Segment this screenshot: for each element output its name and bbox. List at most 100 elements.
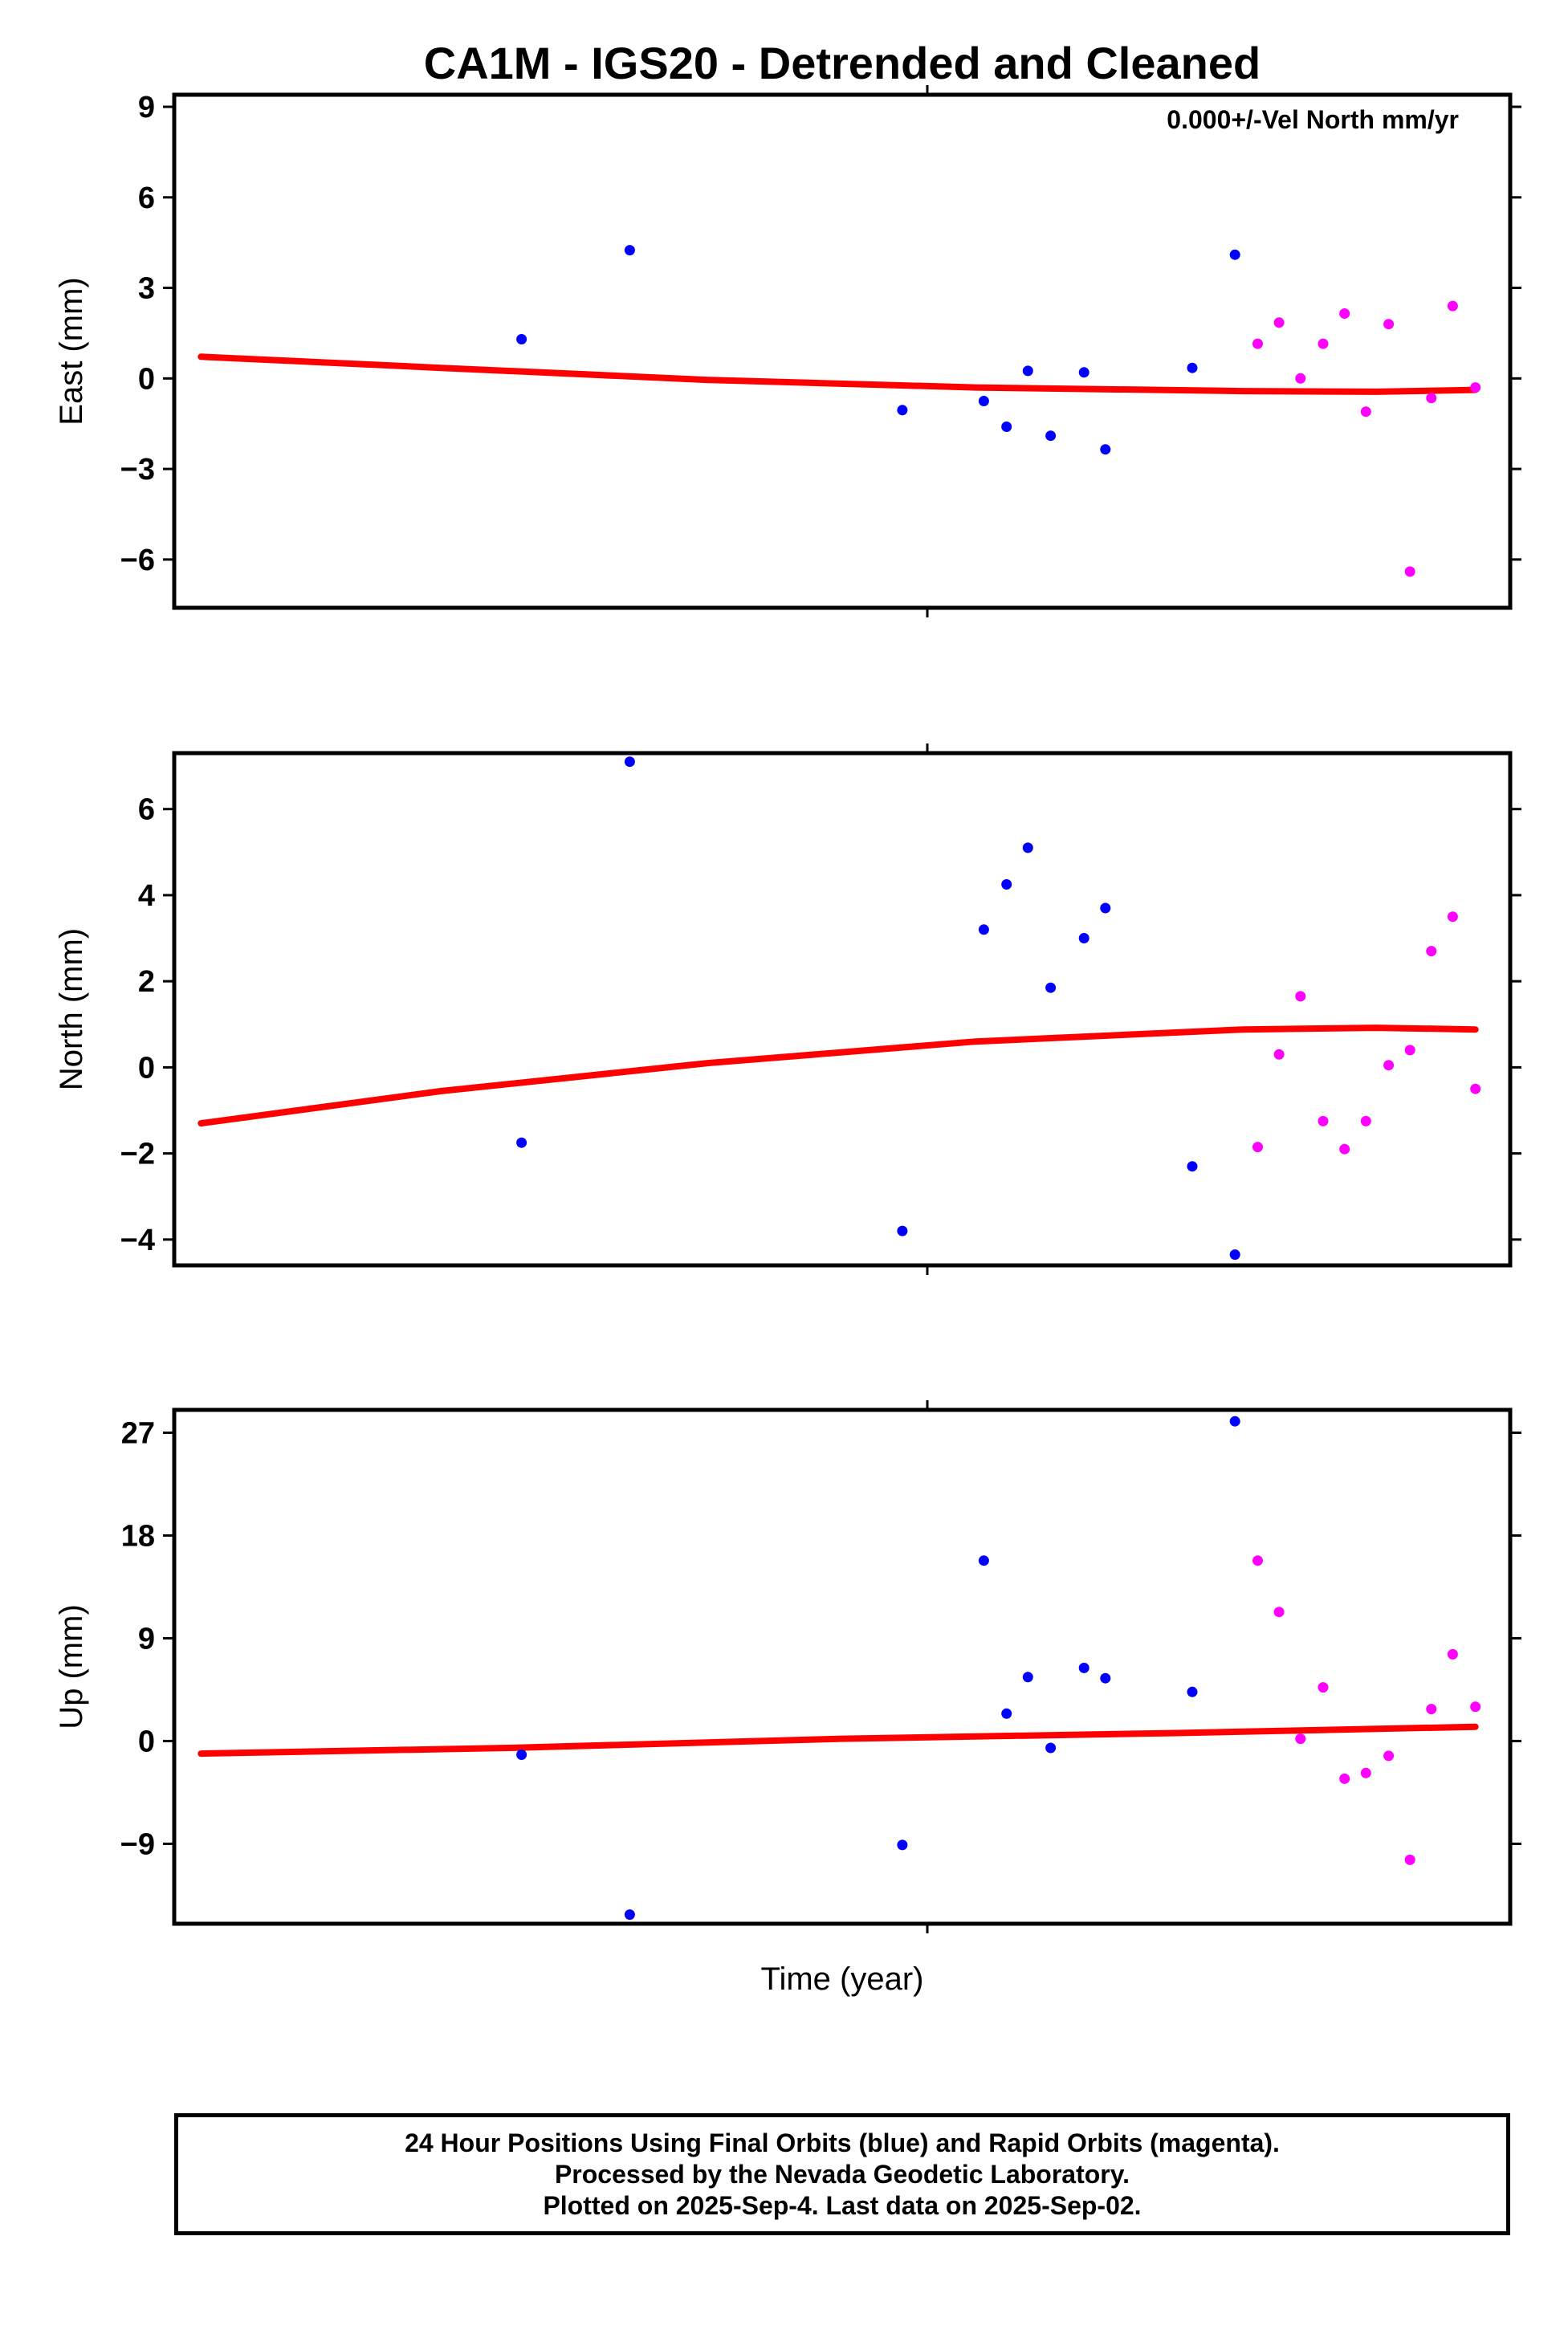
final-orbit-point xyxy=(978,396,989,406)
y-tick-label: −6 xyxy=(120,544,155,577)
final-orbit-point xyxy=(516,334,527,344)
rapid-orbit-point xyxy=(1252,1555,1263,1566)
final-orbit-point xyxy=(1187,1161,1198,1172)
final-orbit-point xyxy=(1022,365,1033,377)
y-tick-label: 0 xyxy=(138,362,155,396)
final-orbit-point xyxy=(1001,422,1012,432)
y-tick-label: −2 xyxy=(120,1138,155,1171)
rapid-orbit-point xyxy=(1318,1682,1329,1693)
y-tick-label: 27 xyxy=(121,1416,155,1450)
y-tick-label: 6 xyxy=(138,181,155,215)
rapid-orbit-point xyxy=(1360,1767,1371,1778)
rapid-orbit-point xyxy=(1426,393,1437,404)
model-fit-line xyxy=(198,1723,1479,1758)
rapid-orbit-point xyxy=(1426,946,1437,957)
rapid-orbit-point xyxy=(1447,300,1458,312)
rapid-orbit-point xyxy=(1318,1115,1329,1126)
final-orbit-point xyxy=(1078,1662,1089,1673)
final-orbit-point xyxy=(624,245,635,256)
rapid-orbit-point xyxy=(1447,911,1458,923)
rapid-orbit-point xyxy=(1426,1704,1437,1715)
y-tick-label: 2 xyxy=(138,965,155,999)
final-orbit-point xyxy=(1001,879,1012,890)
final-orbit-point xyxy=(1187,362,1198,373)
final-orbit-point xyxy=(1022,842,1033,853)
velocity-annotation: 0.000+/-Vel North mm/yr xyxy=(1167,105,1459,134)
rapid-orbit-point xyxy=(1273,317,1285,328)
rapid-orbit-point xyxy=(1339,1143,1350,1155)
y-axis-label: Up (mm) xyxy=(54,1604,89,1729)
footer-line-orbits: 24 Hour Positions Using Final Orbits (bl… xyxy=(405,2128,1280,2157)
rapid-orbit-point xyxy=(1404,1045,1415,1056)
final-orbit-point xyxy=(516,1750,527,1760)
final-orbit-point xyxy=(1001,1708,1012,1719)
panel-north: 6 4 2 0 −2 −4 North (mm) xyxy=(54,743,1521,1275)
footer-caption-box: 24 Hour Positions Using Final Orbits (bl… xyxy=(174,2113,1510,2235)
rapid-orbit-point xyxy=(1360,406,1371,418)
rapid-orbit-point xyxy=(1273,1607,1285,1618)
chart-panels: 9 6 3 0 −3 −6 East (mm) 0.000+/-Vel North mm/yr… xyxy=(54,85,1521,1933)
y-tick-label: 9 xyxy=(138,91,155,124)
final-orbit-point xyxy=(1022,1672,1033,1683)
final-orbit-point xyxy=(1045,430,1057,442)
plot-frame xyxy=(172,1407,1513,1926)
rapid-orbit-point xyxy=(1383,1750,1395,1762)
final-orbit-point xyxy=(1100,1672,1111,1684)
y-tick-label: 18 xyxy=(121,1519,155,1553)
final-orbit-point xyxy=(897,1225,908,1236)
final-orbit-point xyxy=(897,405,908,416)
y-tick-label: 0 xyxy=(138,1725,155,1758)
rapid-orbit-point xyxy=(1273,1049,1285,1060)
rapid-orbit-point xyxy=(1447,1648,1458,1660)
final-orbit-point xyxy=(1229,249,1240,260)
panel-up: 27 18 9 0 −9 Up (mm) xyxy=(54,1400,1521,1933)
final-orbit-point xyxy=(1078,367,1089,378)
final-orbit-point xyxy=(624,756,635,768)
final-orbit-point xyxy=(1100,444,1111,455)
final-orbit-point xyxy=(1100,902,1111,914)
rapid-orbit-point xyxy=(1404,1854,1415,1865)
rapid-orbit-point xyxy=(1295,373,1306,384)
panel-east: 9 6 3 0 −3 −6 East (mm) 0.000+/-Vel North mm/yr xyxy=(54,85,1521,617)
rapid-orbit-point xyxy=(1252,338,1263,349)
y-tick-label: 0 xyxy=(138,1051,155,1085)
rapid-orbit-point xyxy=(1295,1733,1306,1745)
footer-line-plot-date: Plotted on 2025-Sep-4. Last data on 2025… xyxy=(543,2190,1142,2220)
y-tick-label: −9 xyxy=(120,1827,155,1861)
final-orbit-point xyxy=(1187,1686,1198,1697)
y-tick-label: 6 xyxy=(138,793,155,827)
x-axis-label: Time (year) xyxy=(761,1961,924,1997)
y-tick-label: −4 xyxy=(120,1224,155,1257)
y-tick-label: 3 xyxy=(138,272,155,306)
final-orbit-point xyxy=(1229,1249,1240,1261)
plot-frame xyxy=(172,92,1513,610)
rapid-orbit-point xyxy=(1360,1115,1371,1126)
footer-line-processed-by: Processed by the Nevada Geodetic Laborat… xyxy=(554,2159,1130,2189)
rapid-orbit-point xyxy=(1383,1060,1395,1071)
final-orbit-point xyxy=(1229,1416,1240,1427)
y-tick-label: 4 xyxy=(138,879,155,913)
final-orbit-point xyxy=(516,1137,527,1148)
rapid-orbit-point xyxy=(1383,319,1395,330)
y-axis-label: North (mm) xyxy=(54,928,89,1090)
final-orbit-point xyxy=(1045,982,1057,993)
rapid-orbit-point xyxy=(1339,308,1350,319)
model-fit-line xyxy=(198,353,1479,395)
final-orbit-point xyxy=(1078,933,1089,943)
rapid-orbit-point xyxy=(1470,1083,1481,1094)
final-orbit-point xyxy=(978,924,989,935)
model-fit-line xyxy=(198,1024,1479,1127)
y-axis-label: East (mm) xyxy=(54,277,89,425)
rapid-orbit-point xyxy=(1470,1701,1481,1713)
rapid-orbit-point xyxy=(1470,382,1481,393)
final-orbit-point xyxy=(897,1839,908,1851)
rapid-orbit-point xyxy=(1404,566,1415,577)
chart-title: CA1M - IGS20 - Detrended and Cleaned xyxy=(424,38,1261,88)
rapid-orbit-point xyxy=(1252,1142,1263,1153)
rapid-orbit-point xyxy=(1295,991,1306,1002)
final-orbit-point xyxy=(978,1555,989,1566)
rapid-orbit-point xyxy=(1318,338,1329,349)
y-tick-label: −3 xyxy=(120,453,155,487)
final-orbit-point xyxy=(1045,1742,1057,1754)
rapid-orbit-point xyxy=(1339,1773,1350,1784)
